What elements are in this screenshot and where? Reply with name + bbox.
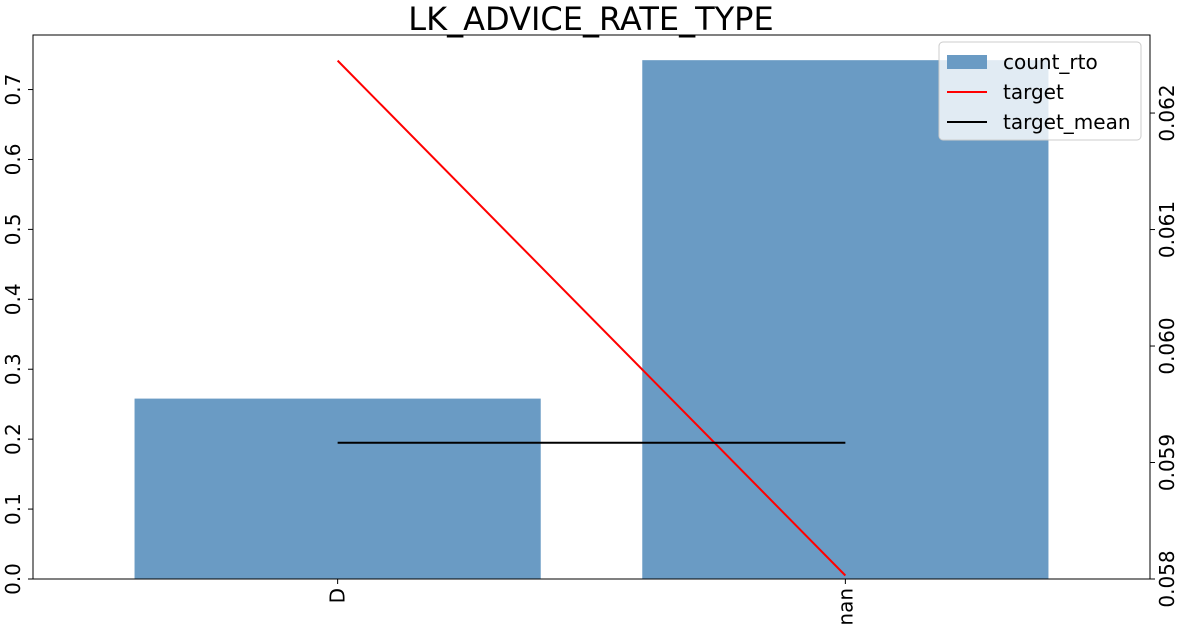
bar-D	[134, 398, 541, 579]
y-right-tick-label: 0.059	[1155, 434, 1179, 491]
plot-frame	[32, 34, 1151, 580]
y-left-tick-label: 0.0	[1, 563, 25, 595]
y-left-tick-label: 0.2	[1, 423, 25, 455]
y-left-tick-label: 0.3	[1, 353, 25, 385]
plot-area	[134, 59, 1049, 579]
line-target	[336, 59, 847, 577]
bar-nan	[642, 60, 1049, 579]
chart-title: LK_ADVICE_RATE_TYPE	[408, 0, 773, 38]
x-tick-label: nan	[833, 588, 857, 626]
axes: 0.0 0.1 0.2 0.3 0.4 0.5 0.6 0.7 0.058 0.059 0.060 0…	[1, 34, 1179, 626]
y-left-tick-label: 0.7	[1, 74, 25, 106]
legend-label-count-rto: count_rto	[1003, 50, 1098, 74]
y-left-tick-label: 0.1	[1, 493, 25, 525]
y-left-tick-label: 0.6	[1, 144, 25, 176]
y-left-tick-label: 0.5	[1, 213, 25, 245]
legend-box	[938, 41, 1142, 141]
legend-label-target: target	[1003, 80, 1064, 104]
legend-swatch-count-rto	[947, 55, 987, 69]
y-right-tick-label: 0.060	[1155, 317, 1179, 374]
y-right-tick-label: 0.062	[1155, 84, 1179, 141]
y-right-tick-label: 0.058	[1155, 550, 1179, 607]
legend-label-target-mean: target_mean	[1003, 110, 1131, 134]
y-right-tick-label: 0.061	[1155, 201, 1179, 258]
y-left-tick-label: 0.4	[1, 283, 25, 315]
x-tick-label: D	[326, 588, 350, 603]
